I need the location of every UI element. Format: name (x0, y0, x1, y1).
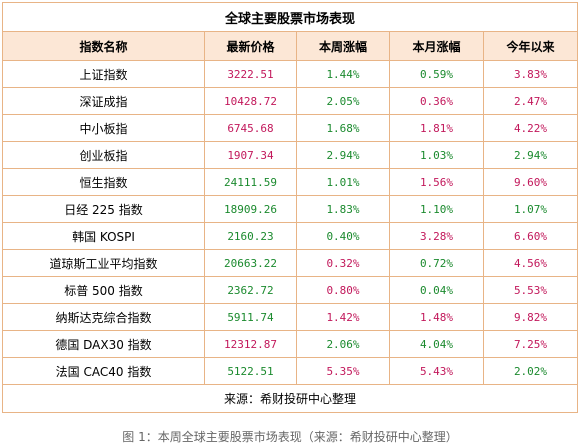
cell-ytd-change: 9.60% (483, 168, 578, 196)
cell-latest-price: 2160.23 (204, 222, 297, 250)
cell-latest-price: 12312.87 (204, 330, 297, 358)
cell-month-change: 5.43% (389, 357, 484, 385)
cell-index-name: 创业板指 (2, 141, 205, 169)
market-performance-table: 全球主要股票市场表现 指数名称 最新价格 本周涨幅 本月涨幅 今年以来 上证指数… (2, 2, 578, 413)
market-table-container: 全球主要股票市场表现 指数名称 最新价格 本周涨幅 本月涨幅 今年以来 上证指数… (2, 2, 578, 413)
cell-latest-price: 2362.72 (204, 276, 297, 304)
cell-index-name: 德国 DAX30 指数 (2, 330, 205, 358)
cell-week-change: 1.42% (296, 303, 390, 331)
cell-ytd-change: 7.25% (483, 330, 578, 358)
table-row: 创业板指 1907.34 2.94% 1.03% 2.94% (2, 141, 578, 169)
table-row: 韩国 KOSPI 2160.23 0.40% 3.28% 6.60% (2, 222, 578, 250)
header-ytd-change: 今年以来 (483, 31, 578, 61)
cell-month-change: 0.36% (389, 87, 484, 115)
table-row: 纳斯达克综合指数 5911.74 1.42% 1.48% 9.82% (2, 303, 578, 331)
table-row: 标普 500 指数 2362.72 0.80% 0.04% 5.53% (2, 276, 578, 304)
cell-week-change: 0.80% (296, 276, 390, 304)
cell-month-change: 1.48% (389, 303, 484, 331)
cell-latest-price: 10428.72 (204, 87, 297, 115)
table-row: 道琼斯工业平均指数 20663.22 0.32% 0.72% 4.56% (2, 249, 578, 277)
cell-latest-price: 6745.68 (204, 114, 297, 142)
cell-week-change: 2.06% (296, 330, 390, 358)
cell-month-change: 0.59% (389, 60, 484, 88)
cell-ytd-change: 2.47% (483, 87, 578, 115)
table-row: 法国 CAC40 指数 5122.51 5.35% 5.43% 2.02% (2, 357, 578, 385)
table-title: 全球主要股票市场表现 (2, 2, 578, 32)
cell-index-name: 深证成指 (2, 87, 205, 115)
cell-latest-price: 1907.34 (204, 141, 297, 169)
cell-ytd-change: 2.94% (483, 141, 578, 169)
cell-week-change: 5.35% (296, 357, 390, 385)
cell-week-change: 1.01% (296, 168, 390, 196)
cell-month-change: 0.04% (389, 276, 484, 304)
table-header-row: 指数名称 最新价格 本周涨幅 本月涨幅 今年以来 (2, 31, 578, 61)
cell-week-change: 1.44% (296, 60, 390, 88)
cell-week-change: 0.40% (296, 222, 390, 250)
table-source-row: 来源：希财投研中心整理 (2, 384, 578, 413)
cell-ytd-change: 2.02% (483, 357, 578, 385)
header-month-change: 本月涨幅 (389, 31, 484, 61)
cell-ytd-change: 4.56% (483, 249, 578, 277)
cell-latest-price: 20663.22 (204, 249, 297, 277)
cell-week-change: 2.05% (296, 87, 390, 115)
table-row: 中小板指 6745.68 1.68% 1.81% 4.22% (2, 114, 578, 142)
cell-ytd-change: 9.82% (483, 303, 578, 331)
cell-month-change: 1.03% (389, 141, 484, 169)
cell-latest-price: 5911.74 (204, 303, 297, 331)
cell-month-change: 1.81% (389, 114, 484, 142)
table-row: 德国 DAX30 指数 12312.87 2.06% 4.04% 7.25% (2, 330, 578, 358)
table-row: 日经 225 指数 18909.26 1.83% 1.10% 1.07% (2, 195, 578, 223)
cell-month-change: 1.56% (389, 168, 484, 196)
figure-caption: 图 1：本周全球主要股票市场表现（来源：希财投研中心整理） (122, 430, 458, 444)
cell-ytd-change: 5.53% (483, 276, 578, 304)
cell-latest-price: 24111.59 (204, 168, 297, 196)
cell-ytd-change: 4.22% (483, 114, 578, 142)
table-source: 来源：希财投研中心整理 (2, 384, 578, 413)
cell-ytd-change: 3.83% (483, 60, 578, 88)
cell-month-change: 1.10% (389, 195, 484, 223)
cell-index-name: 日经 225 指数 (2, 195, 205, 223)
cell-month-change: 0.72% (389, 249, 484, 277)
table-row: 恒生指数 24111.59 1.01% 1.56% 9.60% (2, 168, 578, 196)
table-row: 深证成指 10428.72 2.05% 0.36% 2.47% (2, 87, 578, 115)
cell-index-name: 恒生指数 (2, 168, 205, 196)
cell-ytd-change: 1.07% (483, 195, 578, 223)
cell-index-name: 法国 CAC40 指数 (2, 357, 205, 385)
cell-index-name: 纳斯达克综合指数 (2, 303, 205, 331)
cell-latest-price: 5122.51 (204, 357, 297, 385)
cell-index-name: 中小板指 (2, 114, 205, 142)
cell-latest-price: 3222.51 (204, 60, 297, 88)
cell-month-change: 4.04% (389, 330, 484, 358)
header-index-name: 指数名称 (2, 31, 205, 61)
cell-index-name: 标普 500 指数 (2, 276, 205, 304)
cell-week-change: 1.83% (296, 195, 390, 223)
cell-latest-price: 18909.26 (204, 195, 297, 223)
cell-index-name: 上证指数 (2, 60, 205, 88)
cell-month-change: 3.28% (389, 222, 484, 250)
cell-week-change: 1.68% (296, 114, 390, 142)
table-row: 上证指数 3222.51 1.44% 0.59% 3.83% (2, 60, 578, 88)
cell-week-change: 0.32% (296, 249, 390, 277)
table-title-row: 全球主要股票市场表现 (2, 2, 578, 32)
cell-index-name: 韩国 KOSPI (2, 222, 205, 250)
cell-ytd-change: 6.60% (483, 222, 578, 250)
cell-index-name: 道琼斯工业平均指数 (2, 249, 205, 277)
header-week-change: 本周涨幅 (296, 31, 390, 61)
header-latest-price: 最新价格 (204, 31, 297, 61)
cell-week-change: 2.94% (296, 141, 390, 169)
